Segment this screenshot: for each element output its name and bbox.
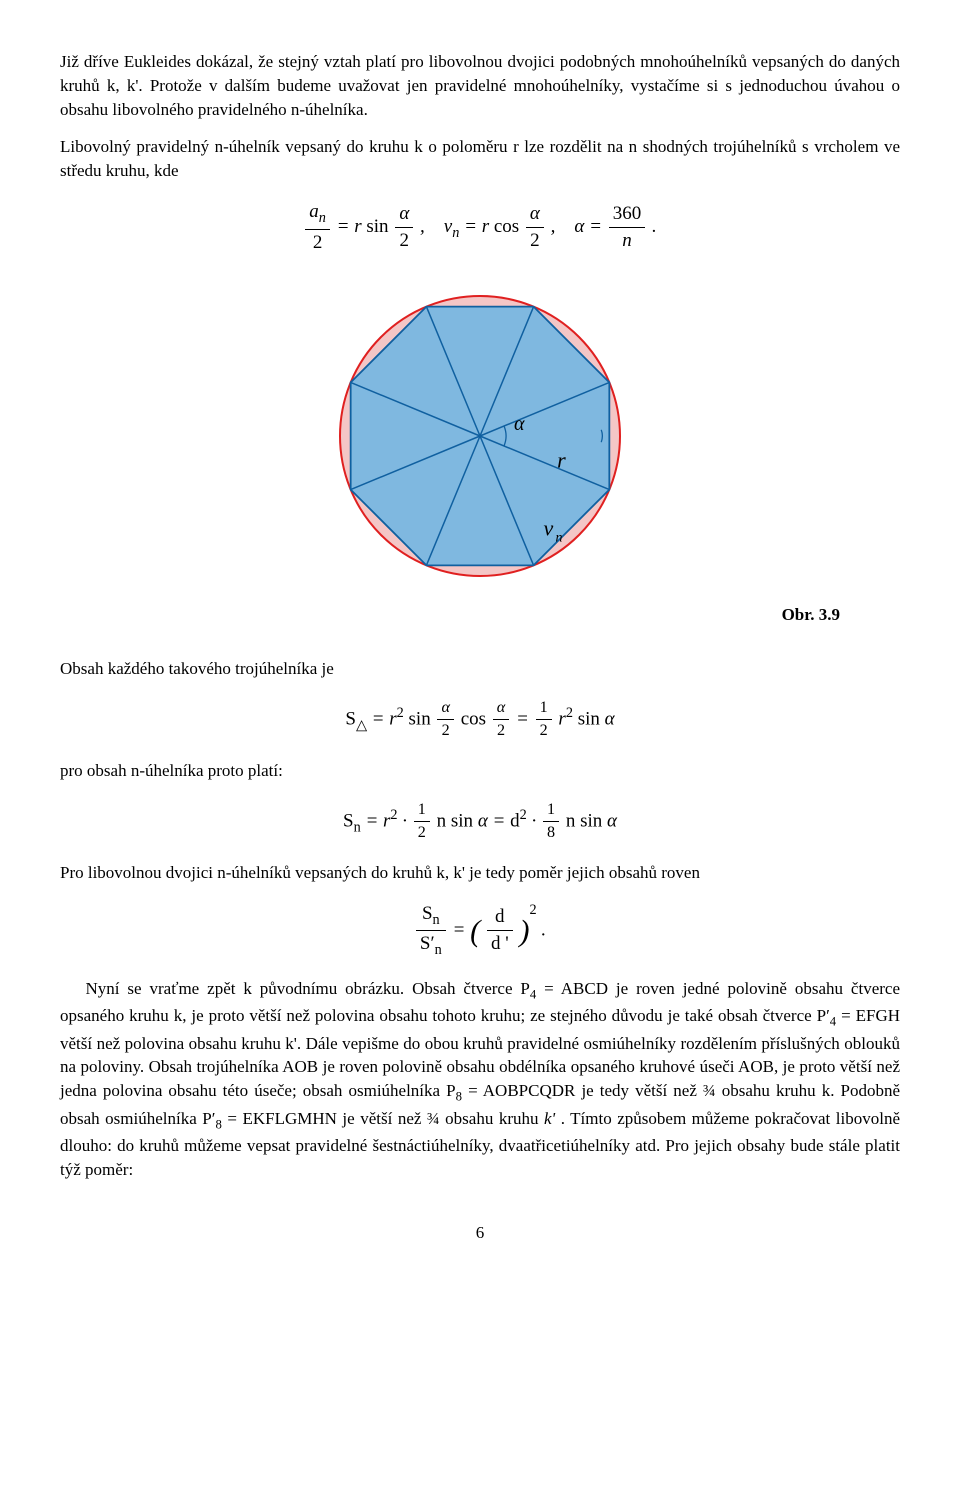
paragraph-6: Nyní se vraťme zpět k původnímu obrázku.… bbox=[60, 977, 900, 1181]
inline-math-p8: P8 = AOBPCQDR bbox=[446, 1081, 575, 1100]
equation-4: Sn S′n = ( d d ' )2 . bbox=[60, 901, 900, 961]
equation-3: Sn = r2 · 12 n sin α = d2 · 18 n sin α bbox=[60, 799, 900, 845]
svg-text:r: r bbox=[557, 448, 566, 473]
svg-text:v: v bbox=[543, 516, 553, 541]
figure-caption: Obr. 3.9 bbox=[60, 603, 840, 627]
inline-math-p4: P4 = ABCD bbox=[520, 979, 608, 998]
page-number: 6 bbox=[60, 1221, 900, 1245]
paragraph-3: Obsah každého takového trojúhelníka je bbox=[60, 657, 900, 681]
paragraph-5: Pro libovolnou dvojici n-úhelníků vepsan… bbox=[60, 861, 900, 885]
inline-math-kprime: k' bbox=[544, 1109, 555, 1128]
svg-text:α: α bbox=[514, 413, 525, 435]
polygon-diagram-svg: αanrvn bbox=[330, 286, 630, 586]
equation-2: S△ = r2 sin α2 cos α2 = 12 r2 sin α bbox=[60, 697, 900, 743]
text-run: je větší než ¾ obsahu kruhu bbox=[342, 1109, 544, 1128]
inline-math-p8p: P′8 = EKFLGMHN bbox=[202, 1109, 337, 1128]
paragraph-2: Libovolný pravidelný n-úhelník vepsaný d… bbox=[60, 135, 900, 183]
paragraph-4: pro obsah n-úhelníka proto platí: bbox=[60, 759, 900, 783]
inline-math-p4p: P′4 = EFGH bbox=[817, 1006, 900, 1025]
paragraph-1: Již dříve Eukleides dokázal, že stejný v… bbox=[60, 50, 900, 121]
svg-text:n: n bbox=[555, 531, 562, 546]
text-run: Nyní se vraťme zpět k původnímu obrázku.… bbox=[86, 979, 521, 998]
equation-1: an2 = r sin α2 , vn = r cos α2 , α = 360… bbox=[60, 199, 900, 256]
figure-polygon-in-circle: αanrvn bbox=[60, 286, 900, 593]
